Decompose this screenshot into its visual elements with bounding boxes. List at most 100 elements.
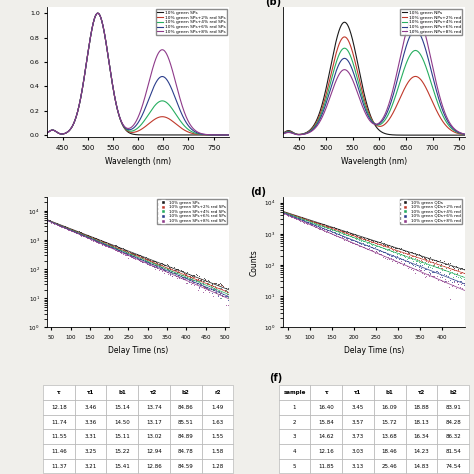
Point xyxy=(173,268,181,275)
Point xyxy=(354,232,361,239)
Point xyxy=(135,252,143,260)
Point xyxy=(72,227,79,235)
Point xyxy=(311,223,319,230)
10% green NPs+4% red xyxy=(465,132,470,137)
Point xyxy=(114,247,122,255)
Point xyxy=(133,250,140,258)
Point xyxy=(99,237,107,245)
Point xyxy=(137,253,145,261)
Point xyxy=(301,214,308,222)
Point xyxy=(109,242,117,249)
Point xyxy=(407,248,414,256)
Point xyxy=(179,271,187,278)
Point xyxy=(440,266,447,273)
Point xyxy=(45,217,52,224)
Point xyxy=(330,226,337,234)
Point xyxy=(118,248,125,255)
Point xyxy=(174,268,182,276)
Point xyxy=(376,241,384,248)
Point xyxy=(157,261,164,268)
Point xyxy=(100,240,108,247)
Point xyxy=(343,229,351,237)
Point xyxy=(219,292,226,300)
Point xyxy=(372,240,380,247)
Point xyxy=(320,227,328,235)
Point xyxy=(332,228,340,235)
Point xyxy=(40,215,48,223)
Point xyxy=(383,251,391,258)
Point xyxy=(136,255,144,263)
Point xyxy=(370,237,377,245)
Point xyxy=(98,238,106,246)
Point xyxy=(453,277,461,285)
Point xyxy=(350,237,357,244)
Point xyxy=(328,231,336,238)
Point xyxy=(416,251,424,258)
Point xyxy=(350,230,357,237)
Point xyxy=(165,264,173,272)
Point xyxy=(65,225,73,233)
Point xyxy=(286,210,293,218)
Point xyxy=(306,218,313,226)
Point xyxy=(272,206,279,214)
10% green NPs+4% red xyxy=(406,55,412,60)
Point xyxy=(298,217,306,224)
Point xyxy=(120,245,128,253)
10% green NPs+8% red xyxy=(296,132,302,137)
Point xyxy=(297,213,304,221)
Point xyxy=(143,256,151,264)
Point xyxy=(383,241,391,249)
Point xyxy=(209,292,217,300)
Point xyxy=(363,245,371,253)
Point xyxy=(48,218,56,226)
Point xyxy=(103,243,110,250)
Point xyxy=(117,248,124,255)
Point xyxy=(207,281,214,289)
Point xyxy=(209,285,217,293)
Point xyxy=(202,278,210,285)
Point xyxy=(209,282,217,290)
Point xyxy=(359,237,366,245)
Point xyxy=(156,261,164,269)
Point xyxy=(438,266,446,273)
Point xyxy=(443,277,450,285)
Point xyxy=(32,212,40,219)
Point xyxy=(335,229,343,237)
Point xyxy=(420,266,428,273)
Point xyxy=(267,205,275,212)
Point xyxy=(94,237,102,245)
Point xyxy=(328,223,336,231)
Point xyxy=(399,252,406,259)
Point xyxy=(452,284,459,292)
Point xyxy=(379,248,386,256)
Point xyxy=(59,222,66,230)
Point xyxy=(395,244,402,252)
Point xyxy=(186,274,193,282)
Point xyxy=(161,266,168,273)
Point xyxy=(34,213,42,220)
Point xyxy=(92,238,100,246)
Point xyxy=(175,274,183,282)
Point xyxy=(420,270,428,278)
Point xyxy=(460,275,467,283)
Point xyxy=(118,249,125,256)
Point xyxy=(194,280,201,287)
Point xyxy=(345,235,352,242)
Point xyxy=(36,213,43,221)
Point xyxy=(345,232,352,239)
Point xyxy=(171,267,179,274)
Point xyxy=(305,216,312,224)
Point xyxy=(201,275,209,283)
Point xyxy=(315,219,323,227)
Point xyxy=(45,217,52,225)
Point xyxy=(89,234,96,241)
Point xyxy=(309,220,316,228)
Point xyxy=(448,265,456,273)
Point xyxy=(436,261,444,268)
Point xyxy=(164,261,172,269)
Point xyxy=(432,256,439,264)
Point xyxy=(436,268,444,276)
Point xyxy=(146,256,153,264)
Point xyxy=(182,275,189,283)
Point xyxy=(36,213,43,221)
